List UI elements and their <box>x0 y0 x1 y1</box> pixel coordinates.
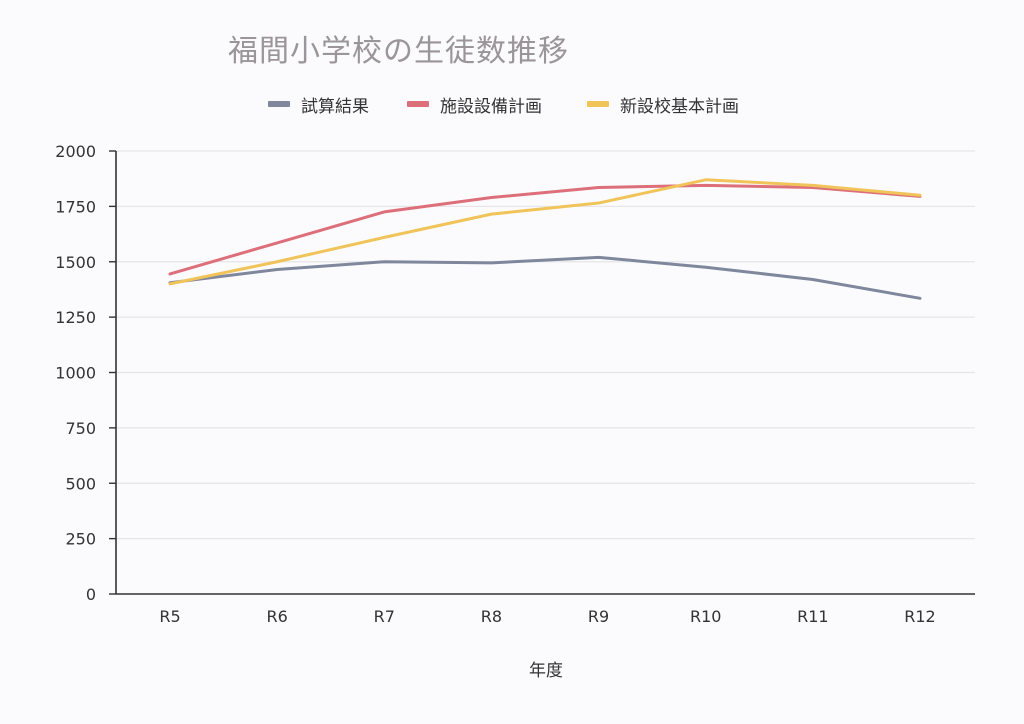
series-line-2 <box>168 183 922 276</box>
y-tick-label: 250 <box>65 530 96 549</box>
series-line-3 <box>168 178 922 286</box>
legend-label-series-1: 試算結果 <box>301 96 369 117</box>
legend-item-series-3: 新設校基本計画 <box>587 92 739 117</box>
y-tick-label: 0 <box>86 585 96 604</box>
x-tick-label: R12 <box>904 607 935 626</box>
x-tick-label: R7 <box>374 607 395 626</box>
legend-label-series-2: 施設設備計画 <box>440 96 542 117</box>
legend-item-series-1: 試算結果 <box>268 92 369 117</box>
legend-swatch-series-3 <box>587 101 609 107</box>
y-tick-label: 500 <box>65 474 96 493</box>
y-tick-label: 1250 <box>55 308 96 327</box>
legend-item-series-2: 施設設備計画 <box>407 92 542 117</box>
x-tick-label: R9 <box>588 607 609 626</box>
y-tick-label: 1750 <box>55 197 96 216</box>
series-line-1 <box>168 255 922 300</box>
chart-title: 福間小学校の生徒数推移 <box>228 34 569 69</box>
x-tick-label: R5 <box>159 607 180 626</box>
legend: 試算結果 施設設備計画 新設校基本計画 <box>0 92 1024 117</box>
y-tick-label: 1500 <box>55 253 96 272</box>
x-tick-label: R10 <box>690 607 721 626</box>
y-tick-label: 750 <box>65 419 96 438</box>
legend-swatch-series-2 <box>407 101 429 107</box>
x-axis-title: 年度 <box>529 661 563 681</box>
x-tick-label: R8 <box>481 607 502 626</box>
x-tick-label: R6 <box>266 607 287 626</box>
y-tick-label: 1000 <box>55 364 96 383</box>
y-tick-label: 2000 <box>55 142 96 161</box>
legend-swatch-series-1 <box>268 101 290 107</box>
legend-label-series-3: 新設校基本計画 <box>620 96 739 117</box>
x-tick-label: R11 <box>797 607 828 626</box>
